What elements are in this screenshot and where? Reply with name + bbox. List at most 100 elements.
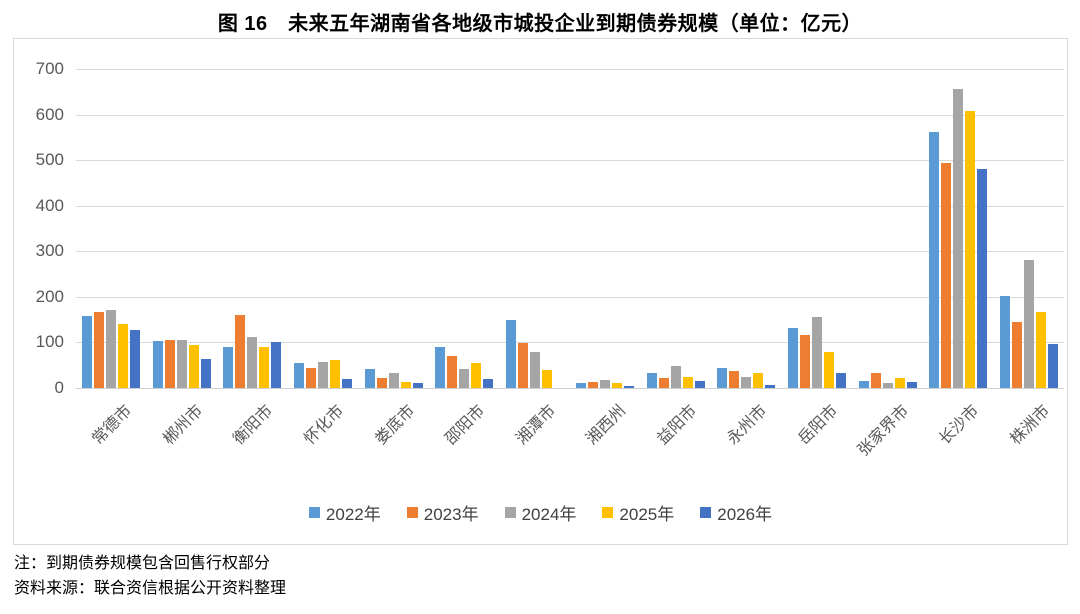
x-axis-baseline: [76, 388, 1064, 389]
chart-legend: 2022年 2023年 2024年 2025年 2026年: [14, 500, 1067, 525]
bar: [658, 378, 669, 388]
bar: [741, 376, 752, 388]
bar: [118, 323, 129, 388]
x-axis-label: 湘西州: [583, 402, 630, 449]
bar-group: [711, 69, 782, 388]
legend-item: 2026年: [700, 500, 772, 525]
bar: [271, 341, 282, 388]
bar: [1011, 322, 1022, 388]
bar-group: [147, 69, 218, 388]
x-axis-label: 张家界市: [854, 402, 912, 460]
gridline: [76, 205, 1064, 207]
x-axis-label: 湘潭市: [513, 402, 559, 449]
bar: [388, 372, 399, 388]
bar: [318, 361, 329, 388]
bar: [729, 370, 740, 388]
bar: [188, 344, 199, 388]
bar: [330, 359, 341, 388]
source-line: 资料来源：联合资信根据公开资料整理: [14, 580, 287, 597]
y-axis-label: 300: [35, 241, 64, 261]
bar: [152, 341, 163, 388]
chart-figure-title: 图 16 未来五年湖南省各地级市城投企业到期债券规模（单位：亿元）: [217, 13, 863, 35]
x-axis-label: 娄底市: [371, 402, 418, 449]
legend-swatch-icon: [308, 507, 320, 518]
x-axis-label: 邵阳市: [442, 402, 489, 449]
legend-label: 2026年: [717, 505, 773, 524]
bar-group: [358, 69, 429, 388]
bar: [858, 380, 869, 388]
bar: [176, 340, 187, 388]
y-axis-label: 700: [35, 59, 64, 78]
bar: [235, 315, 246, 388]
bar: [788, 328, 799, 388]
bar: [600, 380, 611, 388]
bar: [670, 365, 681, 388]
bar: [1023, 260, 1034, 388]
bar: [342, 378, 353, 388]
bar: [870, 372, 881, 388]
legend-item: 2023年: [406, 500, 479, 525]
legend-label: 2025年: [619, 505, 675, 524]
bar: [447, 356, 458, 388]
x-axis-label: 株洲市: [1007, 402, 1053, 449]
bar: [471, 363, 482, 388]
legend-swatch-icon: [504, 507, 516, 518]
bar: [576, 383, 587, 388]
bar: [400, 382, 411, 388]
bar: [836, 372, 847, 388]
plot-area: [76, 69, 1064, 389]
gridline: [76, 251, 1064, 253]
chart-panel: 2022年 2023年 2024年 2025年 2026年 0 100 200 300 400 5…: [13, 38, 1068, 545]
bar: [130, 330, 141, 388]
bar: [223, 347, 234, 388]
bar: [765, 385, 776, 388]
bar: [435, 347, 446, 388]
y-axis-label: 400: [35, 195, 64, 215]
bar-group: [570, 69, 641, 388]
bar: [164, 339, 175, 388]
bar: [612, 383, 623, 388]
x-axis-label: 怀化市: [301, 402, 348, 449]
bar: [753, 372, 764, 388]
bar: [941, 162, 952, 388]
legend-item: 2025年: [602, 500, 674, 525]
bar-group: [923, 69, 994, 388]
x-axis-label: 岳阳市: [795, 402, 842, 449]
legend-swatch-icon: [700, 507, 712, 518]
bar: [882, 383, 893, 388]
bar: [412, 383, 423, 388]
bar-group: [288, 69, 359, 388]
bar: [529, 351, 540, 388]
legend-item: 2024年: [504, 500, 577, 525]
gridline: [76, 342, 1064, 344]
bar: [965, 110, 976, 388]
bar: [717, 367, 728, 388]
bar: [82, 316, 93, 388]
gridline: [76, 114, 1064, 116]
bar: [906, 381, 917, 388]
bar-group: [429, 69, 500, 388]
bar: [483, 378, 494, 388]
legend-swatch-icon: [406, 507, 418, 518]
bars-row: [76, 69, 1064, 388]
bar: [682, 376, 693, 388]
x-axis-label: 衡阳市: [230, 402, 277, 449]
bar: [517, 343, 528, 388]
bar: [505, 319, 516, 388]
gridline: [76, 160, 1064, 162]
bar-group: [217, 69, 288, 388]
bar: [364, 368, 375, 388]
bar: [999, 295, 1010, 388]
bar: [588, 382, 599, 388]
bar: [929, 132, 940, 388]
bar: [247, 336, 258, 388]
x-axis-label: 永州市: [724, 402, 771, 449]
chart-notes: 注：到期债券规模包含回售行权部分 资料来源：联合资信根据公开资料整理: [14, 551, 286, 601]
bar: [800, 335, 811, 388]
bar: [894, 378, 905, 388]
legend-swatch-icon: [602, 507, 614, 518]
bar-group: [76, 69, 147, 388]
bar-group: [782, 69, 853, 388]
bar: [812, 316, 823, 388]
legend-label: 2024年: [521, 505, 577, 524]
